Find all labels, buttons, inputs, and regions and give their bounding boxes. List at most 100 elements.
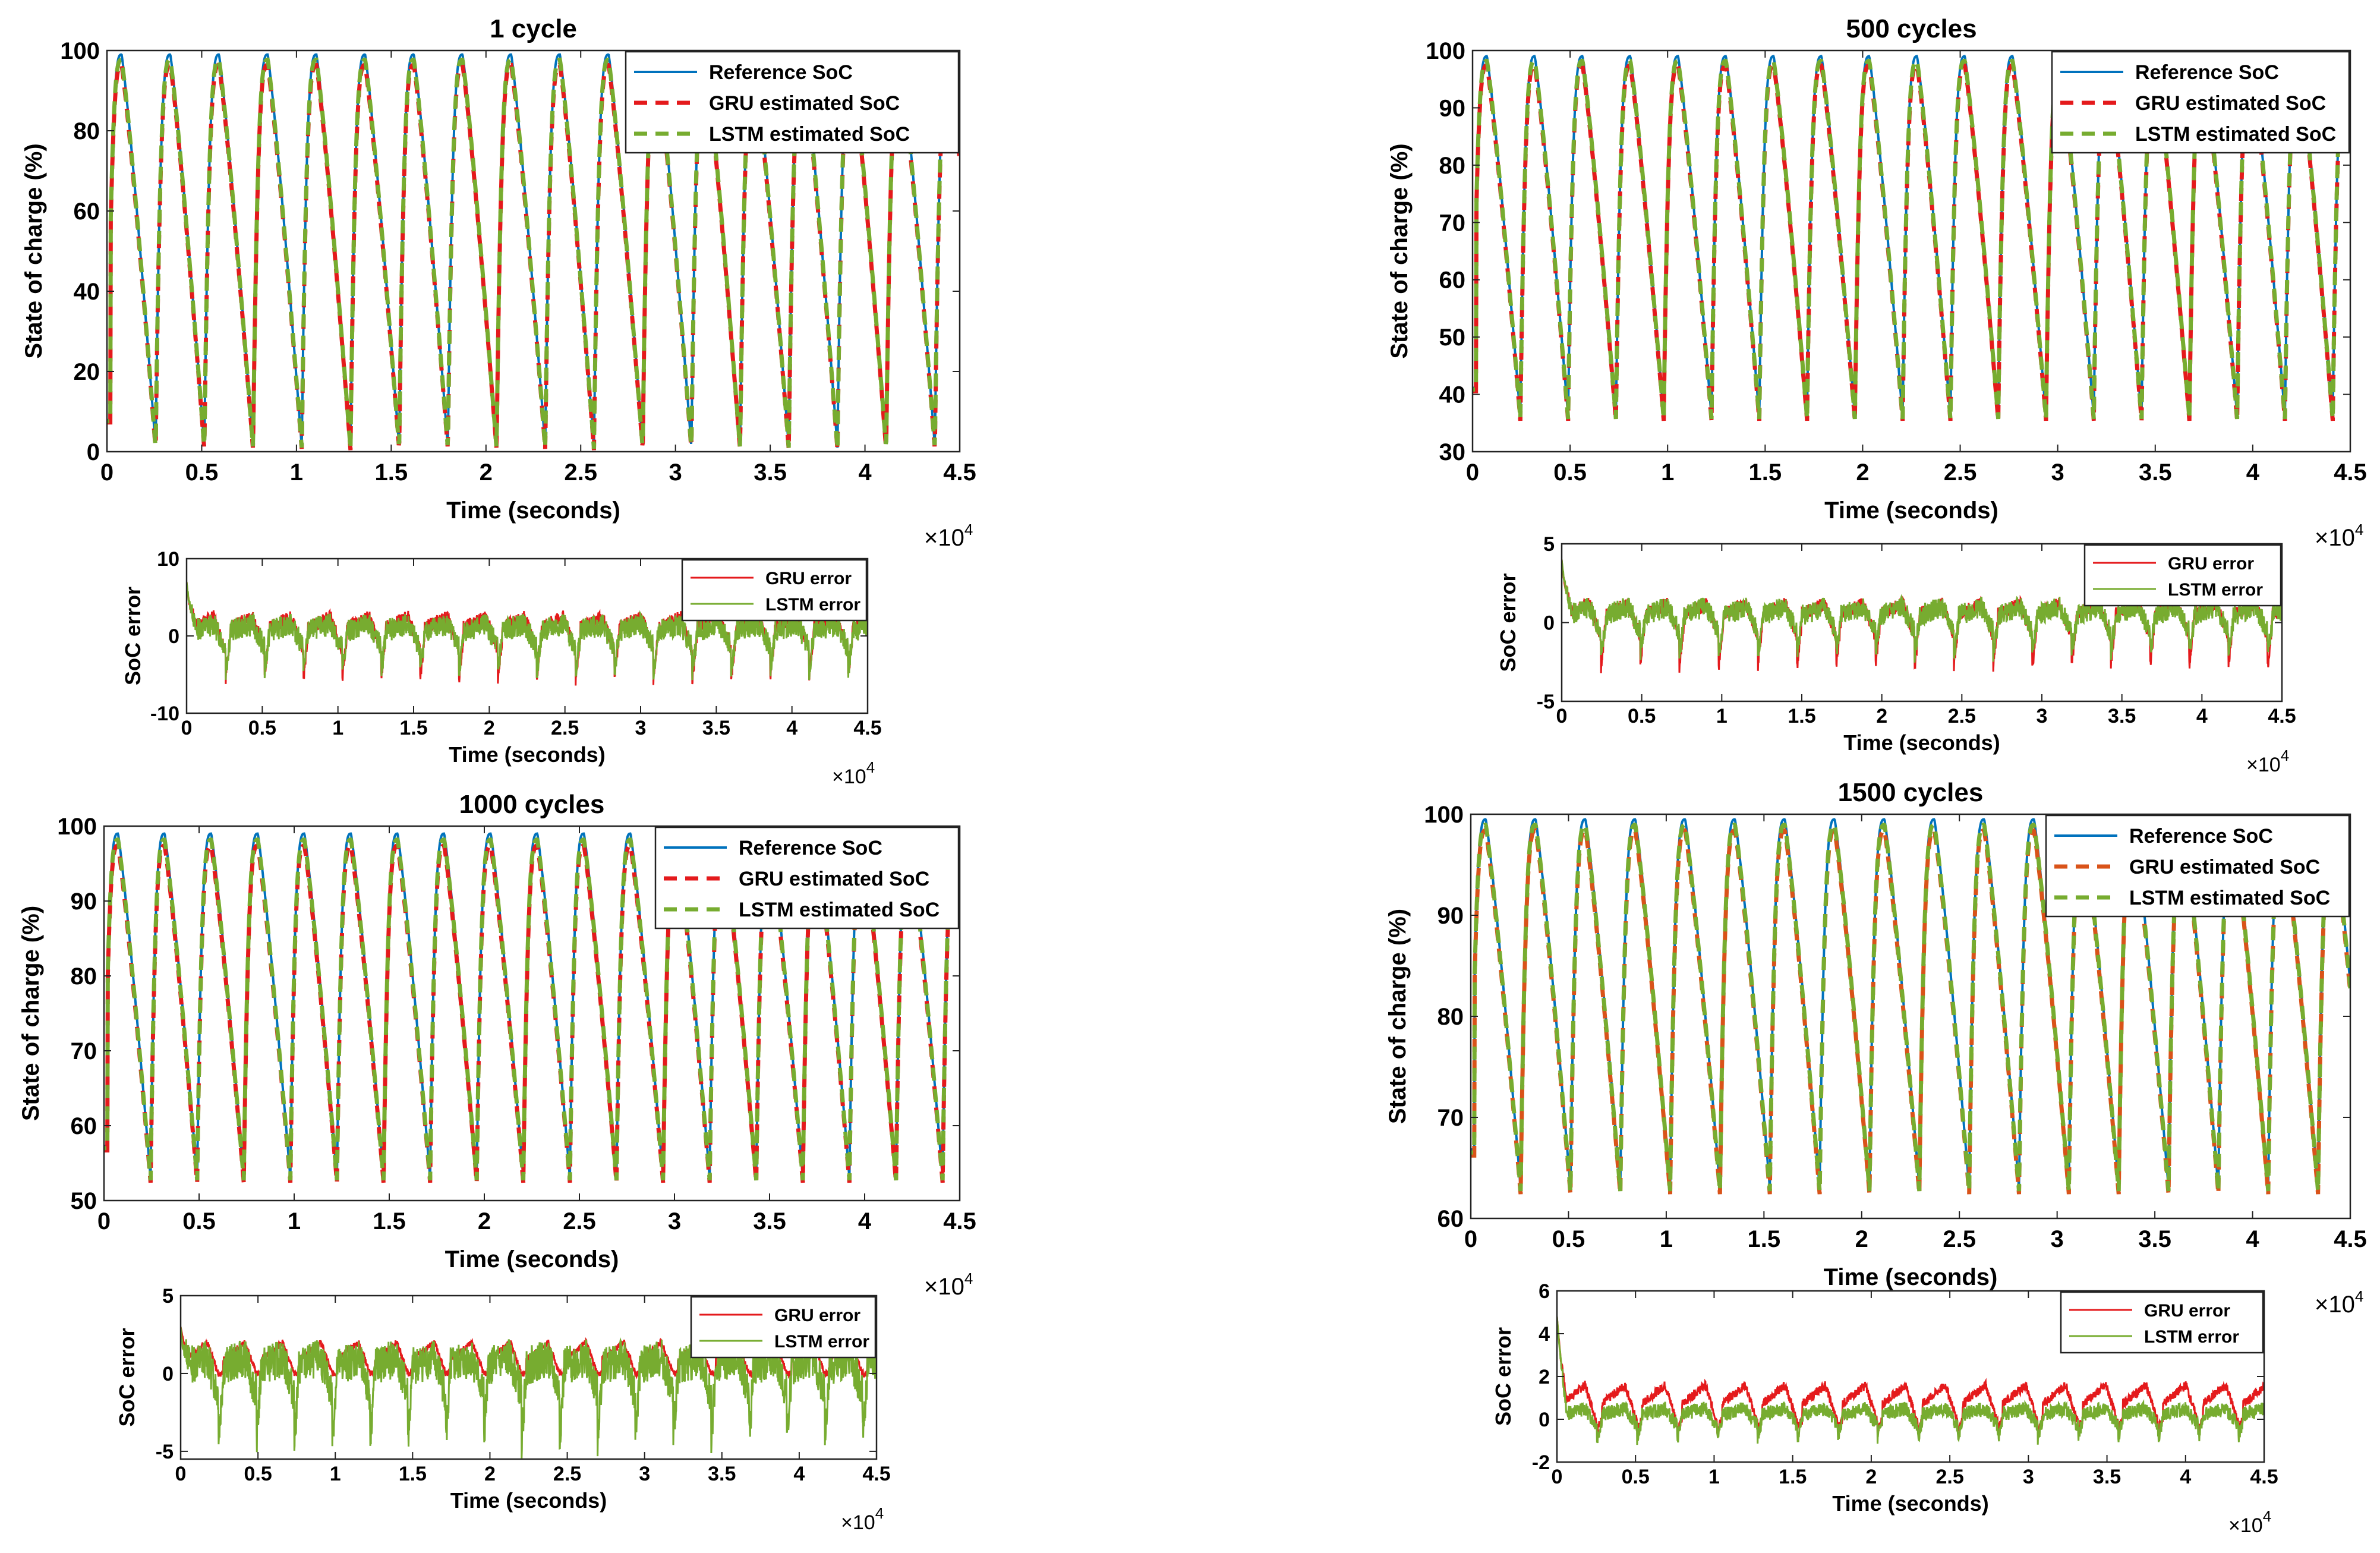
x-tick-label: 1 [332, 717, 343, 739]
x-axis-label: Time (seconds) [445, 1246, 619, 1272]
x-tick-label: 3 [639, 1463, 650, 1485]
legend-box [690, 1296, 877, 1359]
x-tick-label: 3.5 [2138, 1226, 2171, 1252]
x-tick-label: 3.5 [708, 1463, 736, 1485]
x-tick-label: 4 [858, 1208, 872, 1234]
x-tick-label: 0.5 [1628, 705, 1656, 727]
series-line-2 [1562, 559, 2282, 663]
x-tick-label: 3.5 [2093, 1466, 2121, 1488]
legend-label: LSTM error [774, 1332, 869, 1352]
x-tick-label: 1.5 [399, 1463, 427, 1485]
legend-box [2045, 814, 2350, 918]
x-tick-label: 2.5 [553, 1463, 581, 1485]
x-tick-label: 3.5 [753, 1208, 786, 1234]
y-tick-label: 6 [1539, 1280, 1550, 1303]
y-axis-label: State of charge (%) [1385, 909, 1411, 1124]
legend-box [654, 826, 960, 930]
x-tick-label: 1 [1708, 1466, 1720, 1488]
x-tick-label: 3.5 [2139, 459, 2172, 486]
y-tick-label: -2 [1532, 1451, 1550, 1474]
legend-label: GRU estimated SoC [2135, 92, 2326, 115]
x-multiplier: ×104 [2246, 746, 2289, 776]
y-tick-label: 80 [1439, 153, 1466, 179]
x-tick-label: 0.5 [1622, 1466, 1650, 1488]
y-tick-label: 50 [1439, 325, 1466, 351]
x-tick-label: 1 [288, 1208, 301, 1234]
x-tick-label: 1.5 [1788, 705, 1815, 727]
x-axis-label: Time (seconds) [446, 497, 620, 524]
y-tick-label: 0 [1539, 1409, 1550, 1431]
x-tick-label: 1.5 [399, 717, 427, 739]
x-tick-label: 4 [2180, 1466, 2191, 1488]
x-multiplier: ×104 [832, 758, 875, 788]
x-tick-label: 4.5 [2334, 459, 2367, 486]
legend-label: LSTM error [2168, 580, 2263, 600]
y-tick-label: 100 [1424, 802, 1464, 828]
series-line-2 [181, 1327, 877, 1459]
y-tick-label: -5 [156, 1441, 174, 1463]
legend-label: GRU error [2168, 554, 2254, 574]
legend-label: Reference SoC [739, 837, 882, 859]
legend: Reference SoC GRU estimated SoC LSTM estim… [654, 826, 960, 930]
x-multiplier: ×104 [2228, 1507, 2271, 1537]
x-multiplier: ×104 [924, 1270, 973, 1300]
legend-label: GRU error [774, 1306, 860, 1325]
x-tick-label: 0 [181, 717, 193, 739]
y-tick-label: 5 [1543, 533, 1555, 556]
x-tick-label: 3 [635, 717, 647, 739]
series-group [1471, 818, 2350, 1195]
x-tick-label: 0.5 [182, 1208, 216, 1234]
legend-box [2051, 51, 2350, 154]
x-tick-label: 4.5 [2268, 705, 2296, 727]
x-tick-label: 1.5 [373, 1208, 406, 1234]
chart-panel-4: 0 0.5 1 1.5 2 2.5 3 3.5 4 4.5 50 60 70 80 90 100 1000 cy… [18, 790, 976, 1300]
series-line-2 [1557, 1316, 2264, 1445]
legend: GRU error LSTM error [690, 1296, 877, 1359]
x-tick-label: 0.5 [1553, 459, 1587, 486]
x-axis-label: Time (seconds) [1824, 497, 1998, 524]
x-tick-label: 2 [1855, 1226, 1868, 1252]
x-tick-label: 4 [2246, 1226, 2259, 1252]
series-line-3 [1471, 823, 2350, 1192]
x-tick-label: 1 [1660, 1226, 1673, 1252]
x-tick-label: 4.5 [943, 459, 976, 486]
x-tick-label: 0 [97, 1208, 111, 1234]
y-tick-label: 90 [1439, 95, 1466, 121]
x-tick-label: 0.5 [248, 717, 276, 739]
legend: Reference SoC GRU estimated SoC LSTM estim… [2051, 51, 2350, 154]
y-axis-label: State of charge (%) [18, 906, 44, 1121]
y-tick-label: 100 [60, 38, 100, 64]
x-axis-label: Time (seconds) [1832, 1491, 1988, 1516]
x-tick-label: 3.5 [702, 717, 730, 739]
y-tick-label: 100 [57, 814, 97, 840]
axes-box [1471, 49, 2351, 453]
chart-title: 1500 cycles [1838, 778, 1984, 807]
y-tick-label: 20 [74, 359, 100, 385]
y-tick-label: 80 [71, 963, 97, 990]
legend-label: LSTM error [765, 595, 860, 615]
x-tick-label: 4.5 [2250, 1466, 2278, 1488]
y-axis-label: SoC error [121, 587, 145, 685]
legend-label: Reference SoC [709, 61, 853, 84]
x-tick-label: 3 [669, 459, 682, 486]
x-tick-label: 4.5 [2334, 1226, 2367, 1252]
x-tick-label: 1.5 [1749, 459, 1782, 486]
x-axis-label: Time (seconds) [1824, 1264, 1998, 1290]
legend-label: Reference SoC [2135, 61, 2279, 84]
legend-box [681, 559, 868, 622]
y-tick-label: 4 [1539, 1323, 1550, 1346]
legend-label: GRU error [2144, 1301, 2230, 1321]
x-tick-label: 2 [480, 459, 493, 486]
y-tick-label: 80 [74, 118, 100, 144]
x-tick-label: 4.5 [943, 1208, 976, 1234]
x-tick-label: 4.5 [862, 1463, 890, 1485]
x-tick-label: 1 [1661, 459, 1674, 486]
x-tick-label: 2 [1856, 459, 1869, 486]
x-tick-label: 1 [1716, 705, 1728, 727]
x-tick-label: 3.5 [2108, 705, 2136, 727]
x-tick-label: 2.5 [564, 459, 597, 486]
x-tick-label: 0 [1466, 459, 1479, 486]
x-tick-label: 0 [1464, 1226, 1477, 1252]
